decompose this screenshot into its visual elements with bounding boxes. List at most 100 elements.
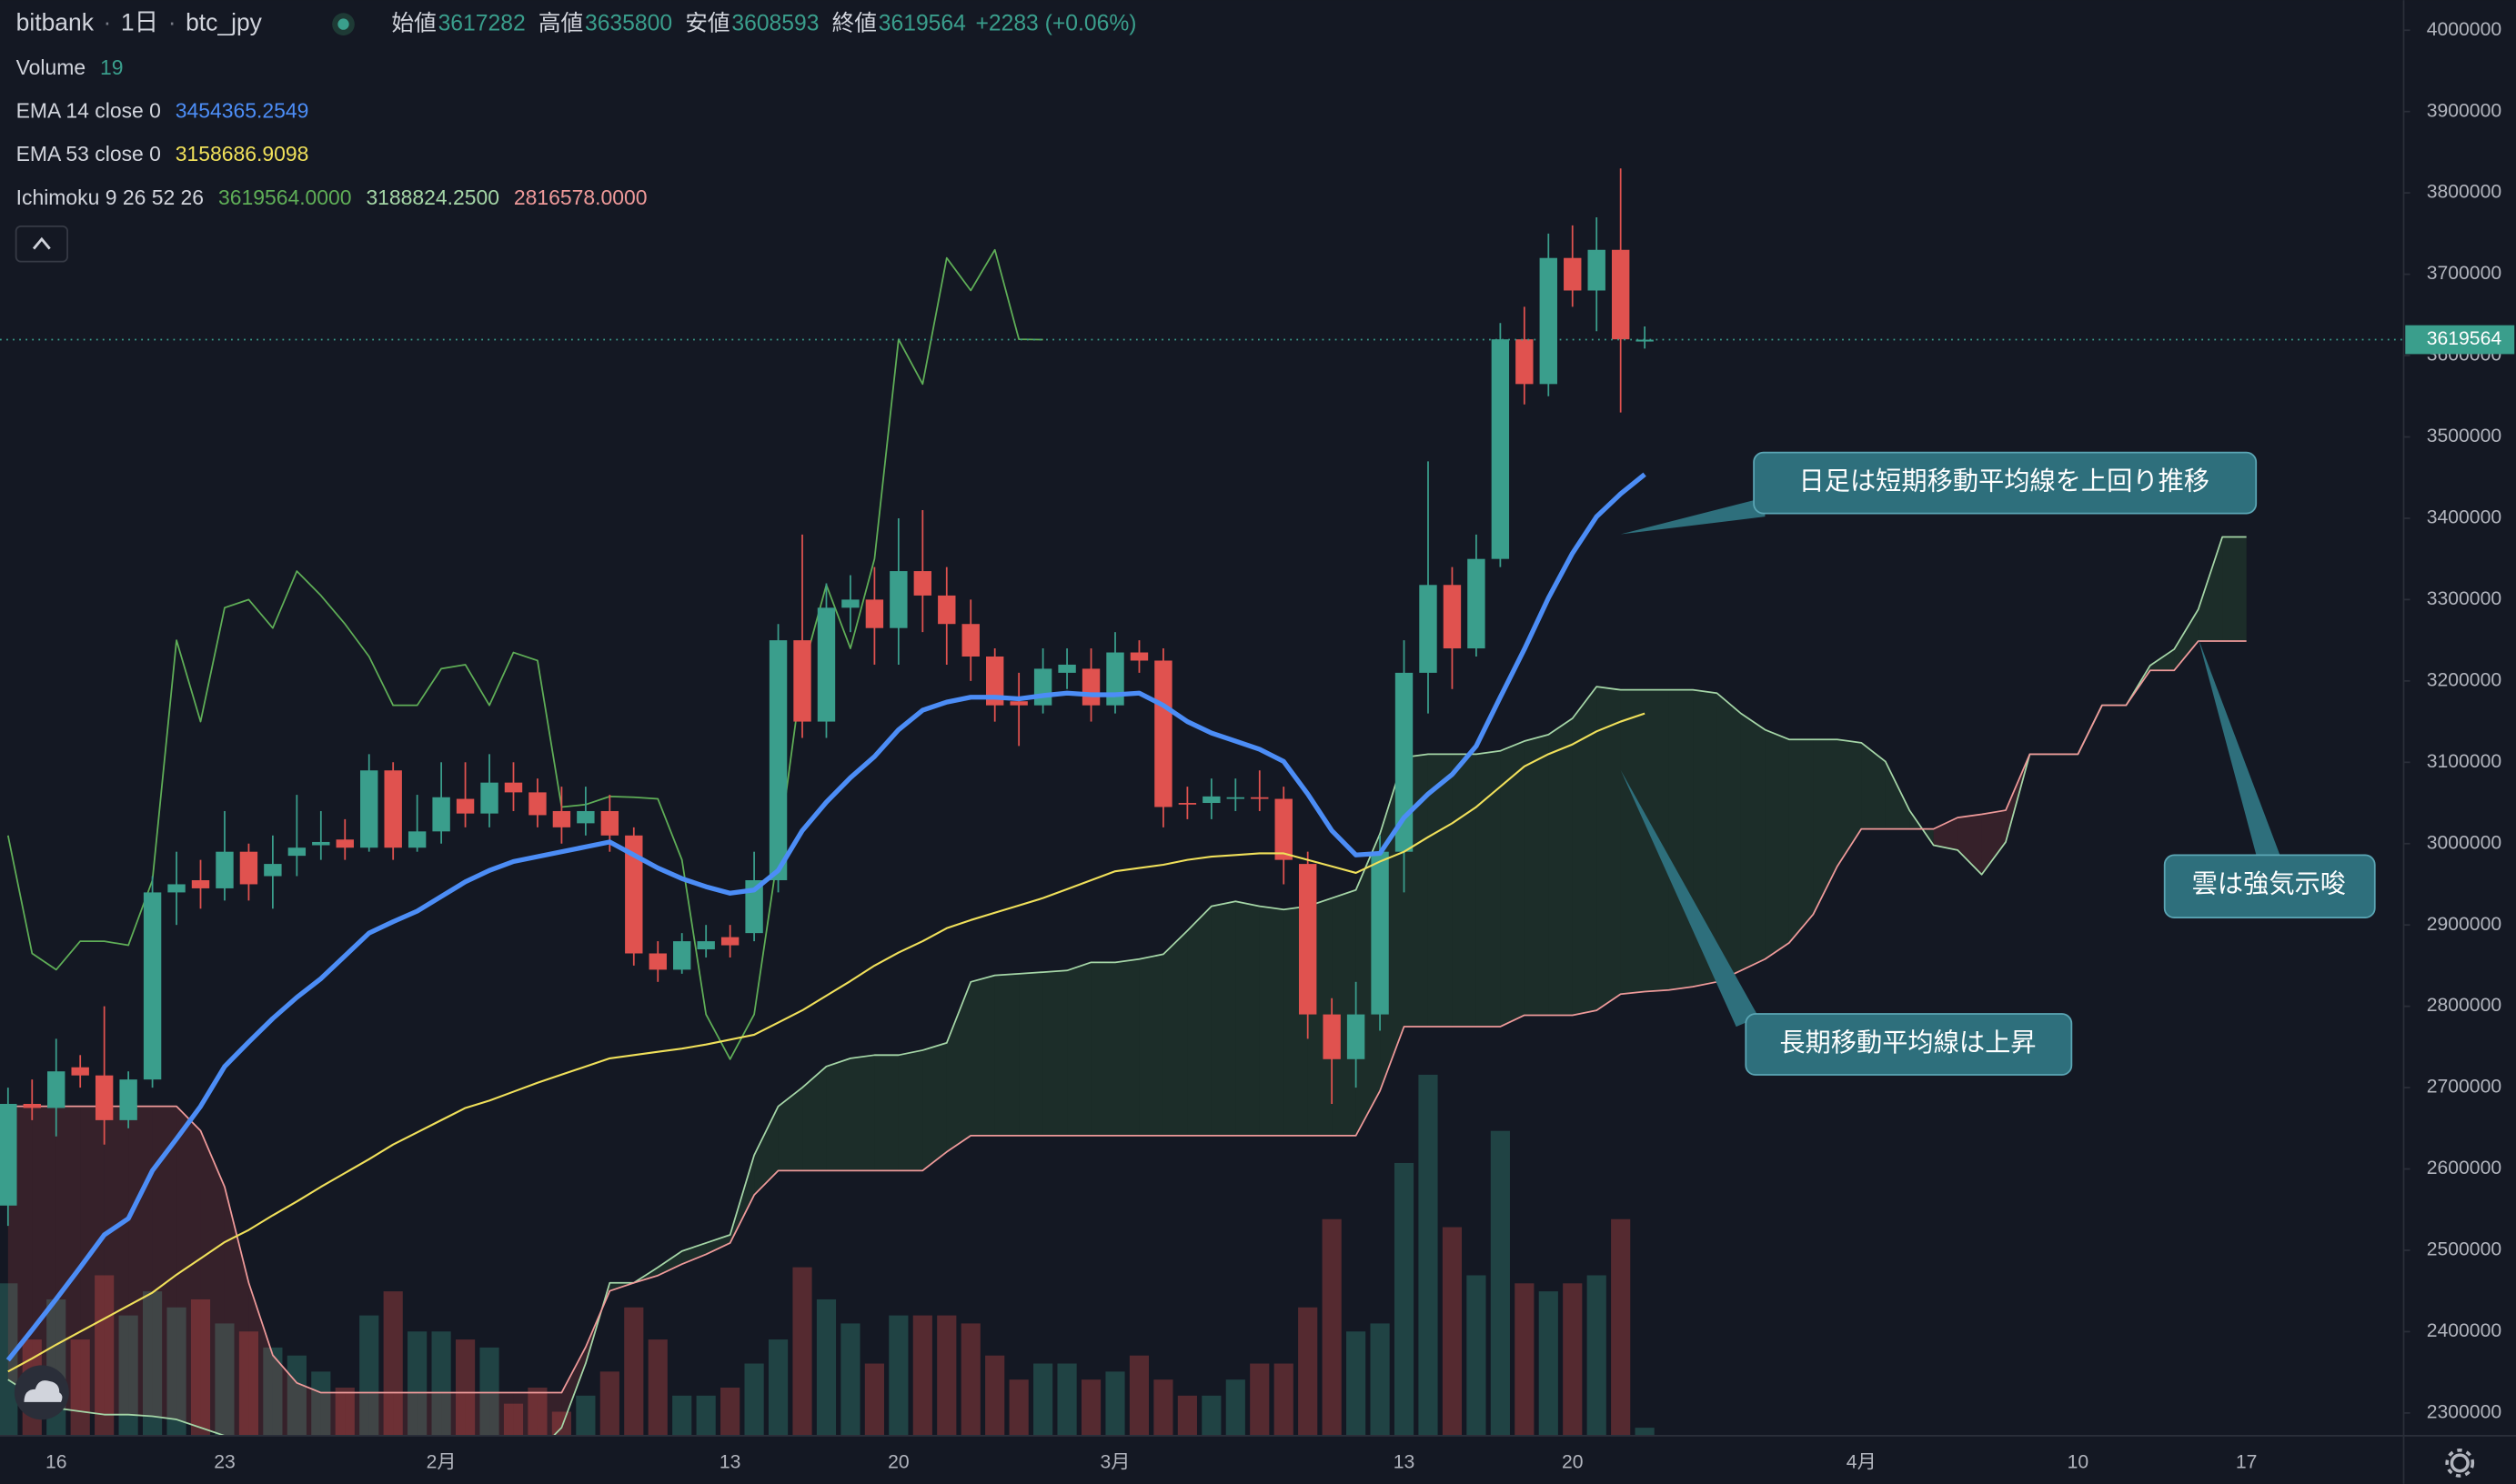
volume-bar <box>599 1371 619 1436</box>
volume-bar <box>1273 1363 1293 1436</box>
candle-body <box>287 847 307 857</box>
volume-bar <box>1202 1395 1222 1436</box>
cloud-segment <box>2174 609 2199 671</box>
symbol-line: bitbank · 1日 · btc_jpy <box>16 9 263 36</box>
y-tick-label: 3400000 <box>2427 507 2501 528</box>
leading-span-b <box>7 640 2247 1394</box>
cloud-segment <box>971 975 995 1136</box>
volume-bar <box>215 1323 235 1436</box>
volume-bar <box>1418 1074 1438 1436</box>
volume-bar <box>1225 1379 1245 1436</box>
chevron-icon[interactable] <box>32 236 51 250</box>
candle-body <box>649 953 667 970</box>
gear-icon[interactable] <box>2450 1453 2470 1473</box>
cloud-segment <box>1019 972 1043 1136</box>
cloud-segment <box>1572 687 1597 1016</box>
volume-bar <box>1515 1283 1535 1436</box>
volume-bar <box>1586 1275 1606 1436</box>
cloud-segment <box>1235 901 1260 1136</box>
cloud-segment <box>1259 906 1284 1136</box>
candle-body <box>1419 585 1437 673</box>
cloud-segment <box>1332 889 1356 1136</box>
cloud-segment <box>1716 693 1741 982</box>
cloud-segment <box>417 1392 442 1436</box>
x-tick-label: 13 <box>720 1452 741 1473</box>
candle-body <box>913 571 932 596</box>
cloud-segment <box>1067 962 1092 1136</box>
candle-body <box>1587 249 1605 291</box>
candle-body <box>432 797 450 832</box>
annotation-pointer <box>1620 496 1766 535</box>
indicator-value: 3619564.0000 <box>218 186 352 209</box>
candle-body <box>1154 660 1172 807</box>
cloud-segment <box>1933 817 1958 850</box>
volume-bar <box>455 1339 476 1436</box>
candle-body <box>408 831 427 848</box>
indicator-legend: EMA 53 close 0 3158686.9098 <box>16 142 309 165</box>
y-tick-label: 3700000 <box>2427 263 2501 284</box>
x-tick-label: 20 <box>1562 1452 1584 1473</box>
logo-button[interactable] <box>14 1365 69 1420</box>
candle-body <box>71 1067 89 1076</box>
candle-body <box>1033 668 1052 706</box>
button-frame[interactable] <box>15 225 68 263</box>
annotation-text: 雲は強気示唆 <box>2192 868 2346 897</box>
candle-body <box>191 879 210 888</box>
volume-bar <box>263 1347 283 1436</box>
separator: · <box>168 9 176 36</box>
candle-body <box>841 599 860 608</box>
volume-bar <box>1563 1283 1583 1436</box>
candle-body <box>1611 249 1630 340</box>
x-tick-label: 17 <box>2236 1452 2258 1473</box>
collapse-button[interactable] <box>15 225 68 263</box>
indicator-legend: Ichimoku 9 26 52 26 3619564.0000 3188824.2… <box>16 186 648 209</box>
volume-bar <box>118 1315 138 1436</box>
candle-body <box>961 624 980 657</box>
cloud-segment <box>248 1282 273 1436</box>
y-tick-label: 2300000 <box>2427 1401 2501 1422</box>
settings-button[interactable] <box>2445 1449 2475 1478</box>
x-tick-label: 13 <box>1394 1452 1415 1473</box>
cloud-segment <box>1139 954 1163 1136</box>
y-tick-label: 2600000 <box>2427 1158 2501 1178</box>
candle-body <box>1539 257 1557 385</box>
cloud-segment <box>922 1042 947 1171</box>
x-tick-label: 10 <box>2068 1452 2089 1473</box>
candle-body <box>480 782 498 814</box>
cloud-segment <box>489 1392 514 1436</box>
ohlc-value: 3635800 <box>585 11 672 35</box>
candle-body <box>95 1075 114 1120</box>
cloud-segment <box>1813 739 1837 915</box>
volume-bar <box>912 1315 932 1436</box>
volume-bar <box>720 1388 740 1436</box>
ohlc-line: 始値 3617282 高値 3635800 安値 3608593 終値 3619564 +228… <box>391 10 1136 35</box>
candle-body <box>1082 668 1101 706</box>
volume-bar <box>503 1403 524 1436</box>
indicator-name: EMA 14 close 0 <box>16 99 161 123</box>
cloud-segment <box>2198 536 2223 642</box>
logo-icon[interactable] <box>24 1380 63 1402</box>
volume-bar <box>961 1323 981 1436</box>
y-tick-label: 3200000 <box>2427 669 2501 690</box>
cloud-segment <box>1981 810 2007 875</box>
legend: bitbank · 1日 · btc_jpy 始値 3617282 高値 3635800 安値 36… <box>16 9 1137 209</box>
gear-teeth[interactable] <box>2445 1449 2475 1478</box>
indicator-name: Volume <box>16 55 86 79</box>
candle-body <box>1346 1014 1365 1059</box>
volume-bar <box>768 1339 789 1436</box>
y-tick-label: 4000000 <box>2427 19 2501 40</box>
cloud-segment <box>272 1355 297 1436</box>
annotation: 雲は強気示唆 <box>2163 638 2376 919</box>
y-tick-label: 3800000 <box>2427 182 2501 203</box>
cloud-segment <box>32 1106 56 1409</box>
cloud-segment <box>537 1392 562 1436</box>
volume-bar <box>937 1315 957 1436</box>
x-tick-label: 16 <box>45 1452 67 1473</box>
cloud-segment <box>681 1242 707 1265</box>
annotation-text: 日足は短期移動平均線を上回り推移 <box>1799 466 2210 496</box>
volume-bar <box>624 1307 644 1436</box>
ohlc-value: 3617282 <box>438 11 526 35</box>
x-tick-label: 20 <box>888 1452 910 1473</box>
candle-body <box>1058 664 1076 673</box>
ohlc-value: 3619564 <box>879 11 966 35</box>
